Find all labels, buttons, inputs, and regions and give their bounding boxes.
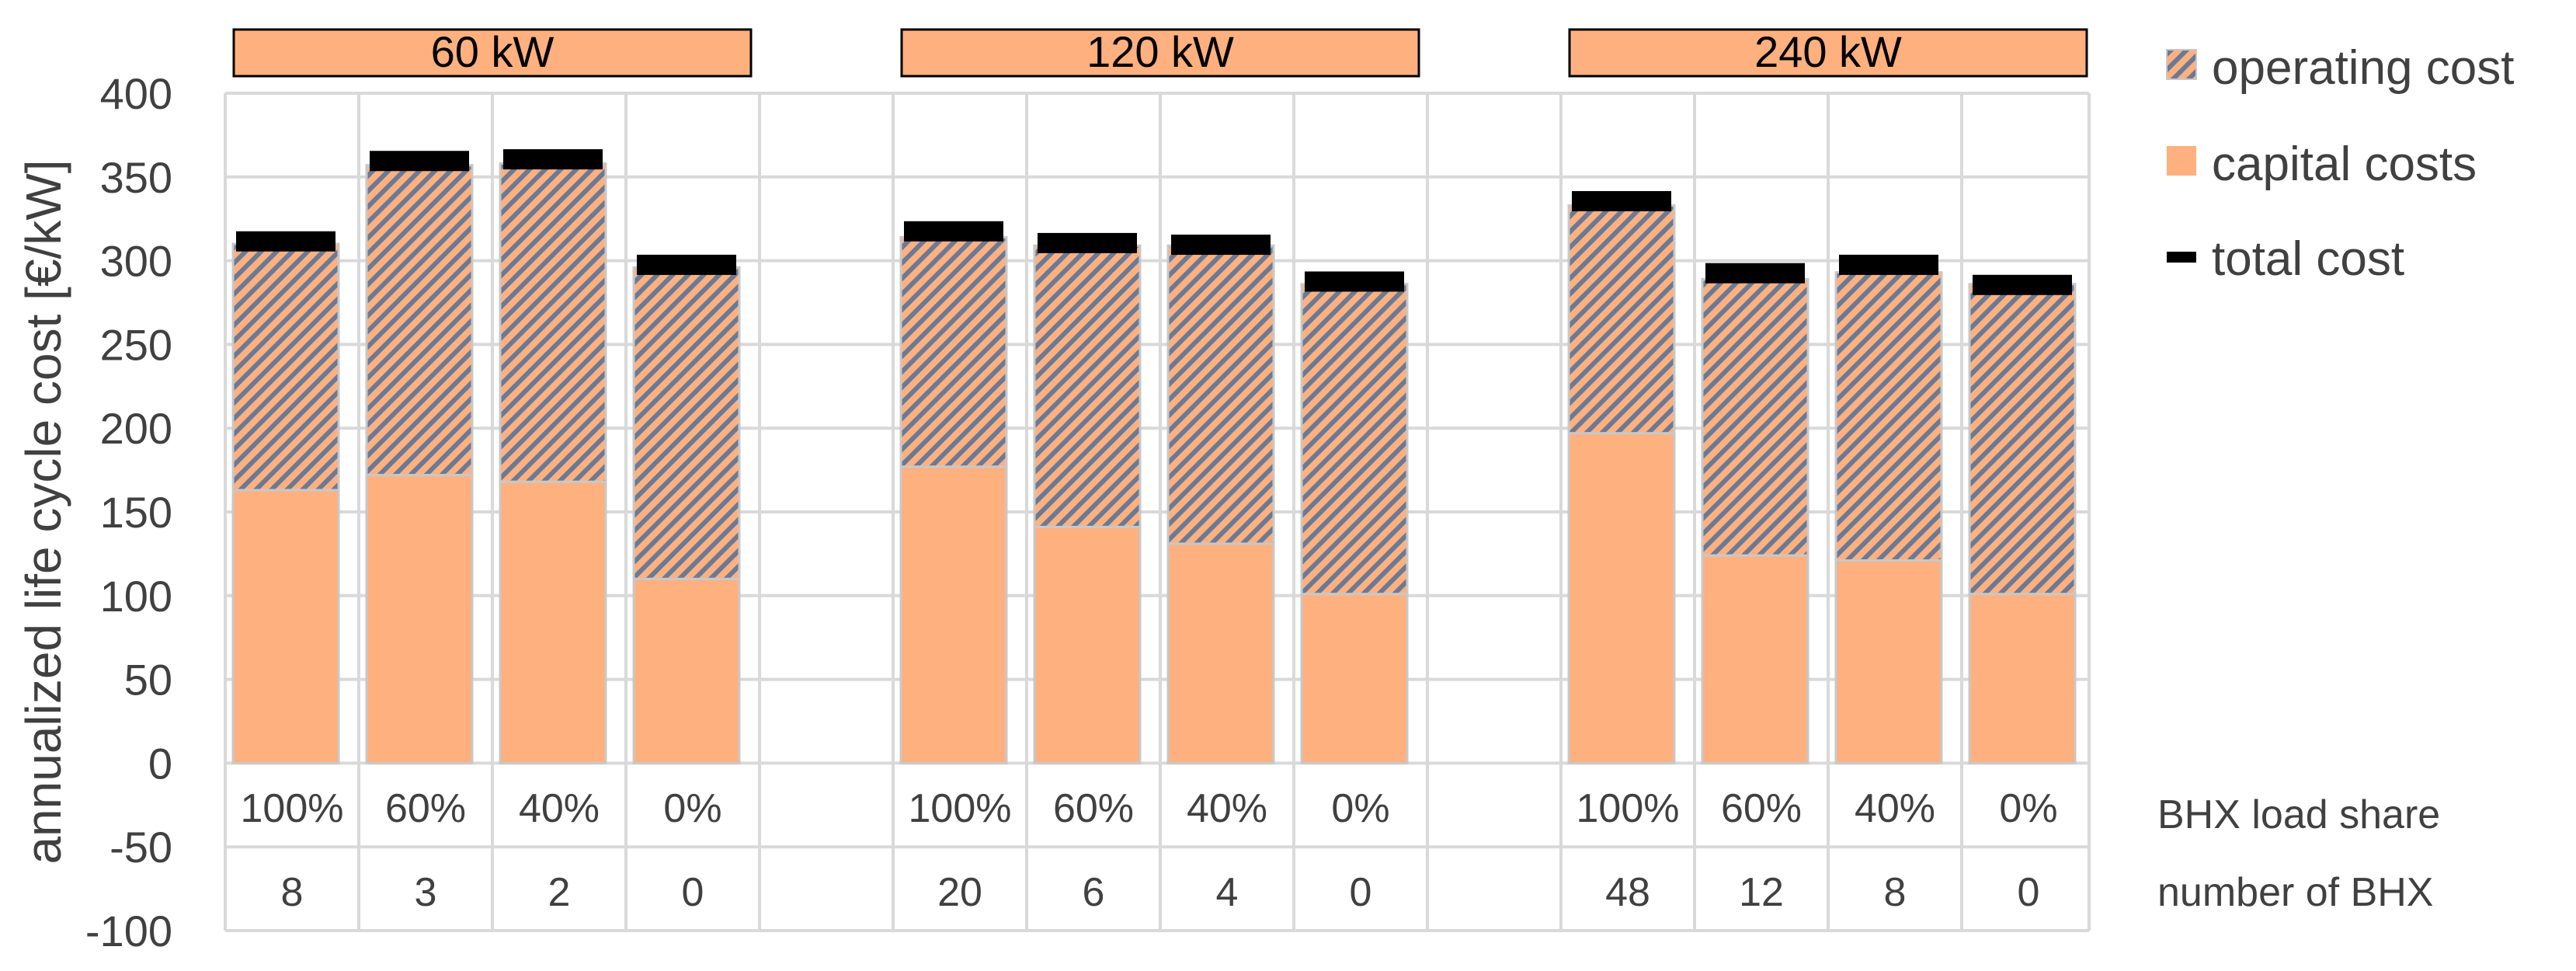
bars <box>231 149 2077 764</box>
total-cost-marker <box>503 149 603 170</box>
y-tick-label: -50 <box>110 823 172 872</box>
operating-cost-bar <box>1834 271 1943 562</box>
total-cost-marker <box>1839 254 1938 275</box>
group-headers: 60 kW 120 kW 240 kW <box>232 27 2088 78</box>
y-tick-label: 350 <box>100 153 172 202</box>
operating-cost-bar <box>1567 204 1676 435</box>
total-cost-marker <box>1973 274 2072 295</box>
bhx-count-label: 48 <box>1605 870 1650 915</box>
group-header-box <box>900 28 1420 78</box>
y-tick-label: 400 <box>100 69 172 118</box>
operating-cost-bar <box>1968 283 2077 596</box>
capital-cost-bar <box>1033 525 1142 764</box>
total-cost-marker <box>236 231 335 252</box>
bhx-count-label: 20 <box>937 870 982 915</box>
load-share-label: 0% <box>1999 786 2057 831</box>
total-cost-marker <box>1572 190 1671 211</box>
load-share-label: 40% <box>1855 786 1935 831</box>
y-axis-ticks: 400 350 300 250 200 150 100 50 0 -50 -100 <box>85 69 172 955</box>
capital-cost-bar <box>1567 432 1676 764</box>
total-cost-marker <box>1705 263 1805 284</box>
operating-cost-bar <box>632 266 741 580</box>
load-share-label: 60% <box>1053 786 1134 831</box>
y-tick-label: 250 <box>100 320 172 369</box>
total-cost-marker <box>1305 271 1404 292</box>
total-cost-marker <box>904 221 1003 242</box>
group-header-label: 120 kW <box>1086 27 1234 76</box>
legend-swatch-capital <box>2167 146 2196 176</box>
group-header-box <box>1568 28 2088 78</box>
legend-label-operating: operating cost <box>2212 41 2514 95</box>
operating-cost-bar <box>1701 277 1809 557</box>
legend-label-total: total cost <box>2212 232 2404 286</box>
bhx-count-label: 2 <box>548 870 571 915</box>
category-table: 100%860%340%20%0100%2060%640%40%0100%486… <box>241 786 2441 915</box>
load-share-label: 60% <box>1721 786 1802 831</box>
operating-cost-bar <box>231 242 340 492</box>
total-cost-marker <box>1038 232 1137 253</box>
load-share-label: 0% <box>1331 786 1389 831</box>
capital-cost-bar <box>1968 593 2077 764</box>
legend-swatch-total <box>2167 252 2196 263</box>
capital-cost-bar <box>1701 554 1809 764</box>
capital-cost-bar <box>365 474 474 764</box>
y-tick-label: 0 <box>148 739 172 788</box>
group-header-label: 60 kW <box>431 27 554 76</box>
capital-cost-bar <box>632 577 741 764</box>
operating-cost-bar <box>1300 283 1409 596</box>
y-axis-title: annualized life cycle cost [€/kW] <box>16 159 71 864</box>
row-label-bhx-count: number of BHX <box>2157 870 2434 915</box>
load-share-label: 100% <box>909 786 1012 831</box>
capital-cost-bar <box>499 480 607 764</box>
legend: operating cost capital costs total cost <box>2166 41 2514 286</box>
total-cost-marker <box>1171 235 1271 256</box>
load-share-label: 100% <box>241 786 344 831</box>
load-share-label: 0% <box>663 786 721 831</box>
load-share-label: 40% <box>519 786 600 831</box>
bhx-count-label: 8 <box>281 870 304 915</box>
load-share-label: 60% <box>385 786 466 831</box>
bhx-count-label: 6 <box>1083 870 1105 915</box>
y-tick-label: -100 <box>85 907 172 955</box>
bhx-count-label: 8 <box>1884 870 1907 915</box>
bhx-count-label: 4 <box>1216 870 1239 915</box>
operating-cost-bar <box>1033 244 1142 528</box>
bhx-count-label: 3 <box>415 870 437 915</box>
y-tick-label: 300 <box>100 237 172 286</box>
load-share-label: 40% <box>1187 786 1267 831</box>
group-header-label: 240 kW <box>1754 27 1902 76</box>
bhx-count-label: 0 <box>1350 870 1372 915</box>
operating-cost-bar <box>899 235 1008 468</box>
legend-label-capital: capital costs <box>2212 137 2477 191</box>
row-label-load-share: BHX load share <box>2157 792 2440 837</box>
capital-cost-bar <box>1166 542 1275 764</box>
bhx-count-label: 0 <box>2018 870 2040 915</box>
y-tick-label: 200 <box>100 404 172 453</box>
bhx-count-label: 12 <box>1739 870 1784 915</box>
operating-cost-bar <box>365 164 474 477</box>
capital-cost-bar <box>1834 559 1943 764</box>
total-cost-marker <box>637 254 736 275</box>
operating-cost-bar <box>499 162 607 483</box>
load-share-label: 100% <box>1577 786 1680 831</box>
legend-swatch-operating <box>2166 49 2197 80</box>
y-tick-label: 50 <box>124 656 172 705</box>
operating-cost-bar <box>1166 244 1275 545</box>
bhx-count-label: 0 <box>682 870 704 915</box>
total-cost-marker <box>370 151 469 172</box>
capital-cost-bar <box>899 465 1008 764</box>
y-tick-label: 100 <box>100 572 172 621</box>
y-tick-label: 150 <box>100 488 172 537</box>
capital-cost-bar <box>1300 593 1409 764</box>
group-header-box <box>232 28 753 78</box>
capital-cost-bar <box>231 489 340 764</box>
